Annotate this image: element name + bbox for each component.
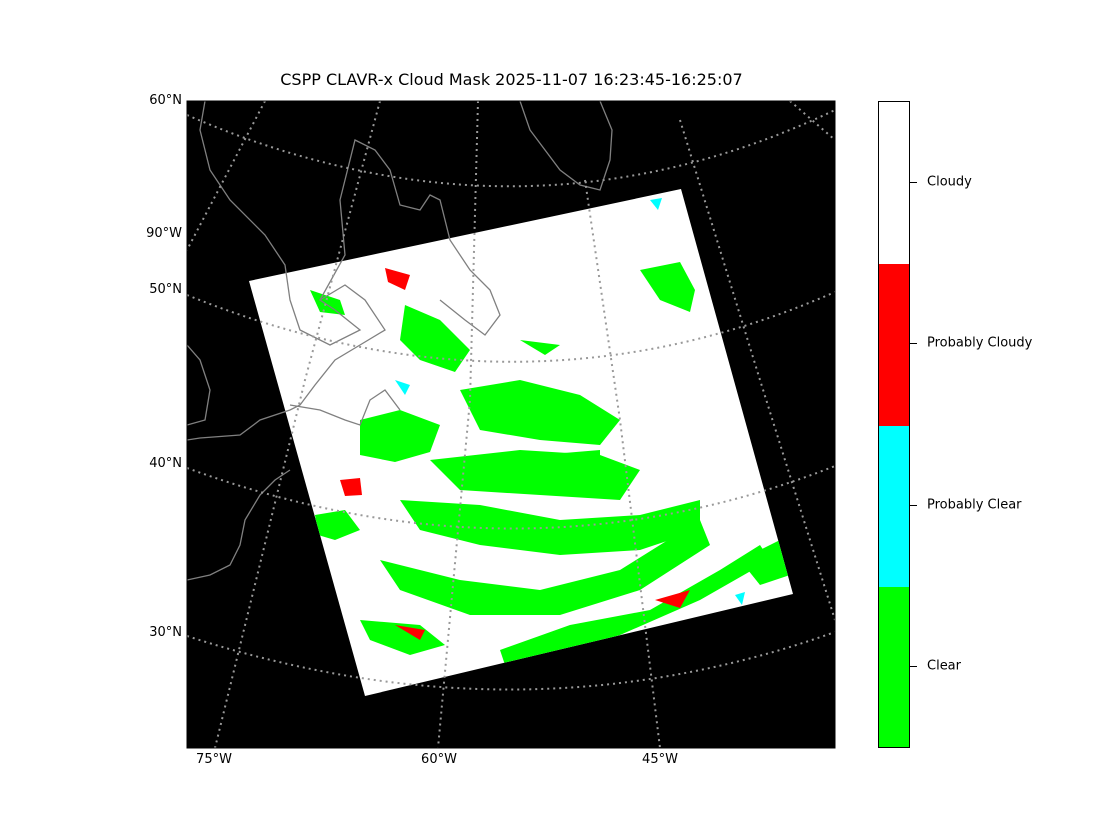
lon-label-45w: 45°W [642,752,678,767]
colorbar-swatch-probably-clear [879,426,909,587]
colorbar-tick [910,666,917,667]
colorbar-label-probably-clear: Probably Clear [927,497,1022,513]
lon-label-60w: 60°W [421,752,457,767]
lat-label-30n: 30°N [149,625,182,640]
colorbar-label-cloudy: Cloudy [927,174,972,190]
colorbar-swatch-clear [879,587,909,747]
colorbar-label-clear: Clear [927,658,961,674]
probably-cloudy-regions [340,268,690,640]
lat-label-40n: 40°N [149,456,182,471]
lat-label-60n: 60°N [149,93,182,108]
probably-clear-regions [395,198,745,605]
clear-regions [310,262,790,665]
longitude-gridlines [187,101,835,748]
lat-label-50n: 50°N [149,282,182,297]
colorbar-swatch-cloudy [879,102,909,264]
lon-label-75w: 75°W [196,752,232,767]
colorbar [878,101,910,748]
colorbar-tick [910,343,917,344]
colorbar-swatch-probably-cloudy [879,264,909,426]
map-frame [186,100,836,749]
colorbar-tick [910,182,917,183]
latitude-gridlines [187,109,835,691]
coastlines [187,101,613,581]
colorbar-label-probably-cloudy: Probably Cloudy [927,335,1033,351]
colorbar-tick [910,505,917,506]
map-title: CSPP CLAVR-x Cloud Mask 2025-11-07 16:23… [280,70,743,89]
lat-label-90w: 90°W [146,226,182,241]
